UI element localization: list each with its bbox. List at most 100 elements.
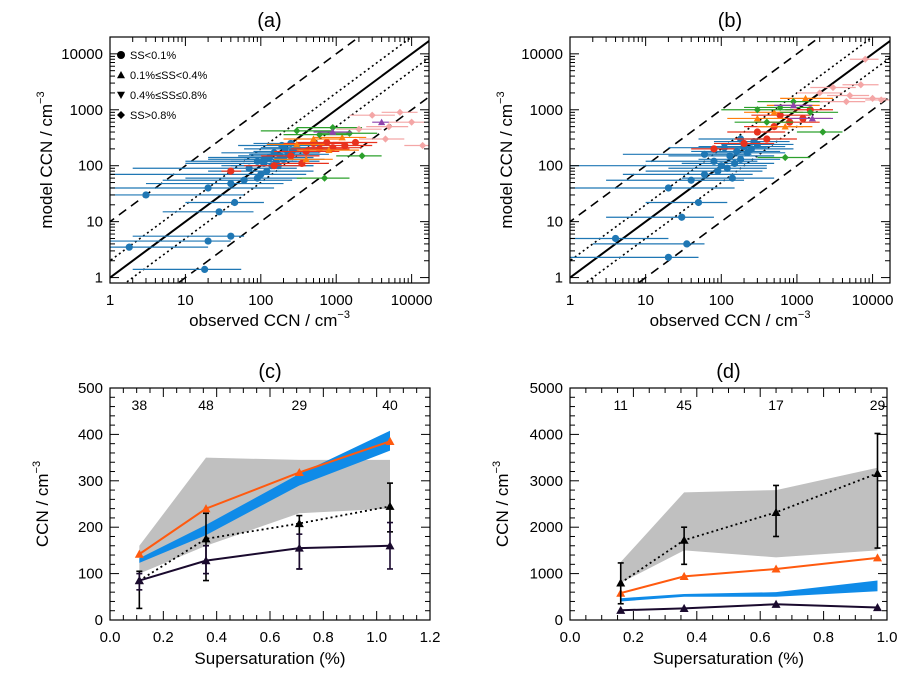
panel-c-series-0-point-1: [201, 504, 211, 513]
panel-b-series-0-point-1: [683, 240, 691, 248]
panel-a-series-0-point-8: [227, 179, 235, 188]
panel-a-y-tick-label: 10000: [61, 46, 103, 63]
panel-b-series-0-point-2: [678, 213, 686, 221]
panel-b-series-2-point-4: [781, 123, 789, 130]
panel-d-y-axis-label-exponent: −3: [491, 461, 503, 474]
panel-a-series-5: [336, 108, 429, 150]
panel-a-series-2-point-3: [325, 146, 333, 153]
panel-c-y-axis-label: CCN / cm−3: [31, 461, 52, 547]
panel-b-ref-line-dashed-3: [570, 37, 822, 223]
panel-b-series-4-point-1: [808, 114, 816, 122]
panel-d-sample-count: 17: [768, 397, 784, 413]
panel-b-series-5-point-1: [846, 91, 854, 100]
panel-a-series-2: [266, 133, 367, 163]
panel-c-plot-area: [134, 430, 395, 610]
panel-b-y-axis-label-text: model CCN / cm: [497, 104, 516, 229]
panel-b-series-1-point-0: [710, 145, 718, 153]
panel-b-series-5-point-5: [877, 96, 885, 104]
panel-c-series-2-point-1: [201, 556, 211, 565]
panel-c-series-2-point-0: [134, 576, 144, 585]
panel-b-series-3-point-3: [789, 97, 798, 106]
panel-a-series-5-point-6: [381, 135, 390, 143]
panel-d-band-0: [620, 467, 878, 583]
panel-a-plot-area: [110, 37, 429, 283]
panel-a-series-3-point-2: [345, 129, 354, 137]
panel-a-x-tick-label: 10000: [391, 292, 433, 309]
panel-b-y-axis-label: model CCN / cm−3: [495, 91, 516, 228]
panel-a-legend-marker-0: [117, 51, 125, 59]
panel-a-series-3-point-4: [358, 152, 366, 160]
panel-b-series-2-point-0: [770, 108, 778, 116]
panel-b-series-5-point-6: [842, 97, 850, 106]
panel-d-sample-count: 45: [676, 397, 692, 413]
panel-d-y-tick-label: 4000: [530, 426, 563, 443]
panel-b-y-tick-label: 10000: [521, 46, 563, 63]
panel-a-series-3: [260, 124, 382, 182]
panel-d-series-0-line: [620, 556, 878, 595]
panel-b-series-5: [796, 55, 890, 106]
panel-a-y-tick-label: 1000: [70, 102, 103, 119]
panel-a-y-tick-label: 10: [86, 214, 103, 231]
panel-a-series-2-point-1: [309, 135, 318, 142]
panel-c-series-0-point-0: [134, 549, 144, 558]
panel-a-ref-line-dashed-3: [110, 37, 361, 223]
panel-c-sample-count: 38: [132, 397, 148, 413]
panel-b-x-tick-label: 10: [637, 292, 654, 309]
panel-a-series-5-point-4: [355, 125, 363, 133]
panel-b-series-5-point-2: [857, 81, 865, 89]
panel-c-title: (c): [258, 361, 281, 383]
panel-b-series-3-point-5: [781, 153, 789, 162]
panel-d-series-2-point-0: [616, 605, 626, 614]
panel-b-title: (b): [718, 10, 742, 32]
panel-c-series-0-point-2: [294, 467, 304, 477]
panel-a-series-0-point-13: [245, 164, 253, 172]
panel-d-x-tick-label: 1.0: [877, 629, 898, 646]
panel-a-title: (a): [257, 10, 281, 32]
panel-b-series-3-point-2: [806, 108, 814, 116]
panel-b-x-tick-label: 10000: [852, 292, 894, 309]
panel-d-series-1-point-0: [616, 578, 626, 587]
panel-a-ref-line-dashed-4: [176, 95, 429, 283]
panel-c-x-tick-label: 0.4: [206, 629, 227, 646]
panel-b-series-4-point-0: [789, 101, 798, 109]
panel-b-series-0-point-0: [664, 253, 673, 261]
panel-a-x-tick-label: 1: [106, 292, 114, 309]
panel-a-y-axis-label-text: model CCN / cm: [37, 104, 56, 229]
panel-d: 0.0 0.2 0.4 0.6 0.8 1.0 0 1000 2000 3000 4000 5000 (…: [491, 361, 897, 668]
panel-a-series-5-point-5: [419, 141, 427, 150]
panel-c-y-axis-label-exponent: −3: [31, 461, 43, 474]
panel-c-band-0: [139, 457, 390, 574]
panel-a-series-5-point-3: [408, 118, 416, 126]
panel-d-series-2-point-1: [679, 603, 689, 612]
panel-d-plot-area: [616, 432, 882, 614]
panel-b-y-tick-label: 10: [546, 214, 563, 231]
panel-a-series-4-point-0: [329, 128, 337, 135]
panel-c-sample-count: 40: [382, 397, 398, 413]
panel-d-y-axis-label-text: CCN / cm: [493, 473, 512, 547]
panel-b-y-axis-label-exponent: −3: [495, 91, 507, 104]
panel-d-title: (d): [716, 361, 740, 383]
panel-b-series-2-point-2: [753, 114, 761, 122]
panel-d-series-1: [616, 432, 882, 605]
panel-b-series-5-point-3: [868, 94, 877, 102]
panel-a-series-5-point-2: [396, 108, 404, 116]
panel-d-series-0-point-2: [771, 564, 781, 573]
panel-b-x-axis-label-exponent: −3: [798, 309, 811, 321]
panel-a-legend-label-3: SS>0.8%: [130, 110, 176, 122]
panel-a: 1 10 100 1000 10000 1 10 100 1000 10000 (a) observe…: [35, 10, 433, 330]
panel-a-series-0-point-11: [257, 170, 265, 178]
panel-b-series-5-point-4: [816, 89, 824, 97]
panel-d-y-axis-label: CCN / cm−3: [491, 461, 512, 547]
panel-d-x-tick-label: 0.8: [813, 629, 834, 646]
panel-d-y-tick-label: 5000: [530, 380, 563, 397]
panel-a-legend-marker-1: [117, 71, 125, 79]
panel-b-series-2-point-3: [801, 94, 810, 102]
panel-d-sample-count: 29: [870, 397, 886, 413]
panel-b-series-0-point-3: [694, 198, 703, 207]
panel-b-series-4: [774, 101, 834, 122]
panel-c-y-tick-label: 400: [78, 426, 103, 443]
panel-b-series-3: [721, 97, 843, 162]
panel-b-x-axis-label-text: observed CCN / cm: [650, 311, 798, 330]
panel-a-series-5-point-1: [385, 123, 393, 131]
panel-a-series-1-point-10: [351, 138, 360, 147]
